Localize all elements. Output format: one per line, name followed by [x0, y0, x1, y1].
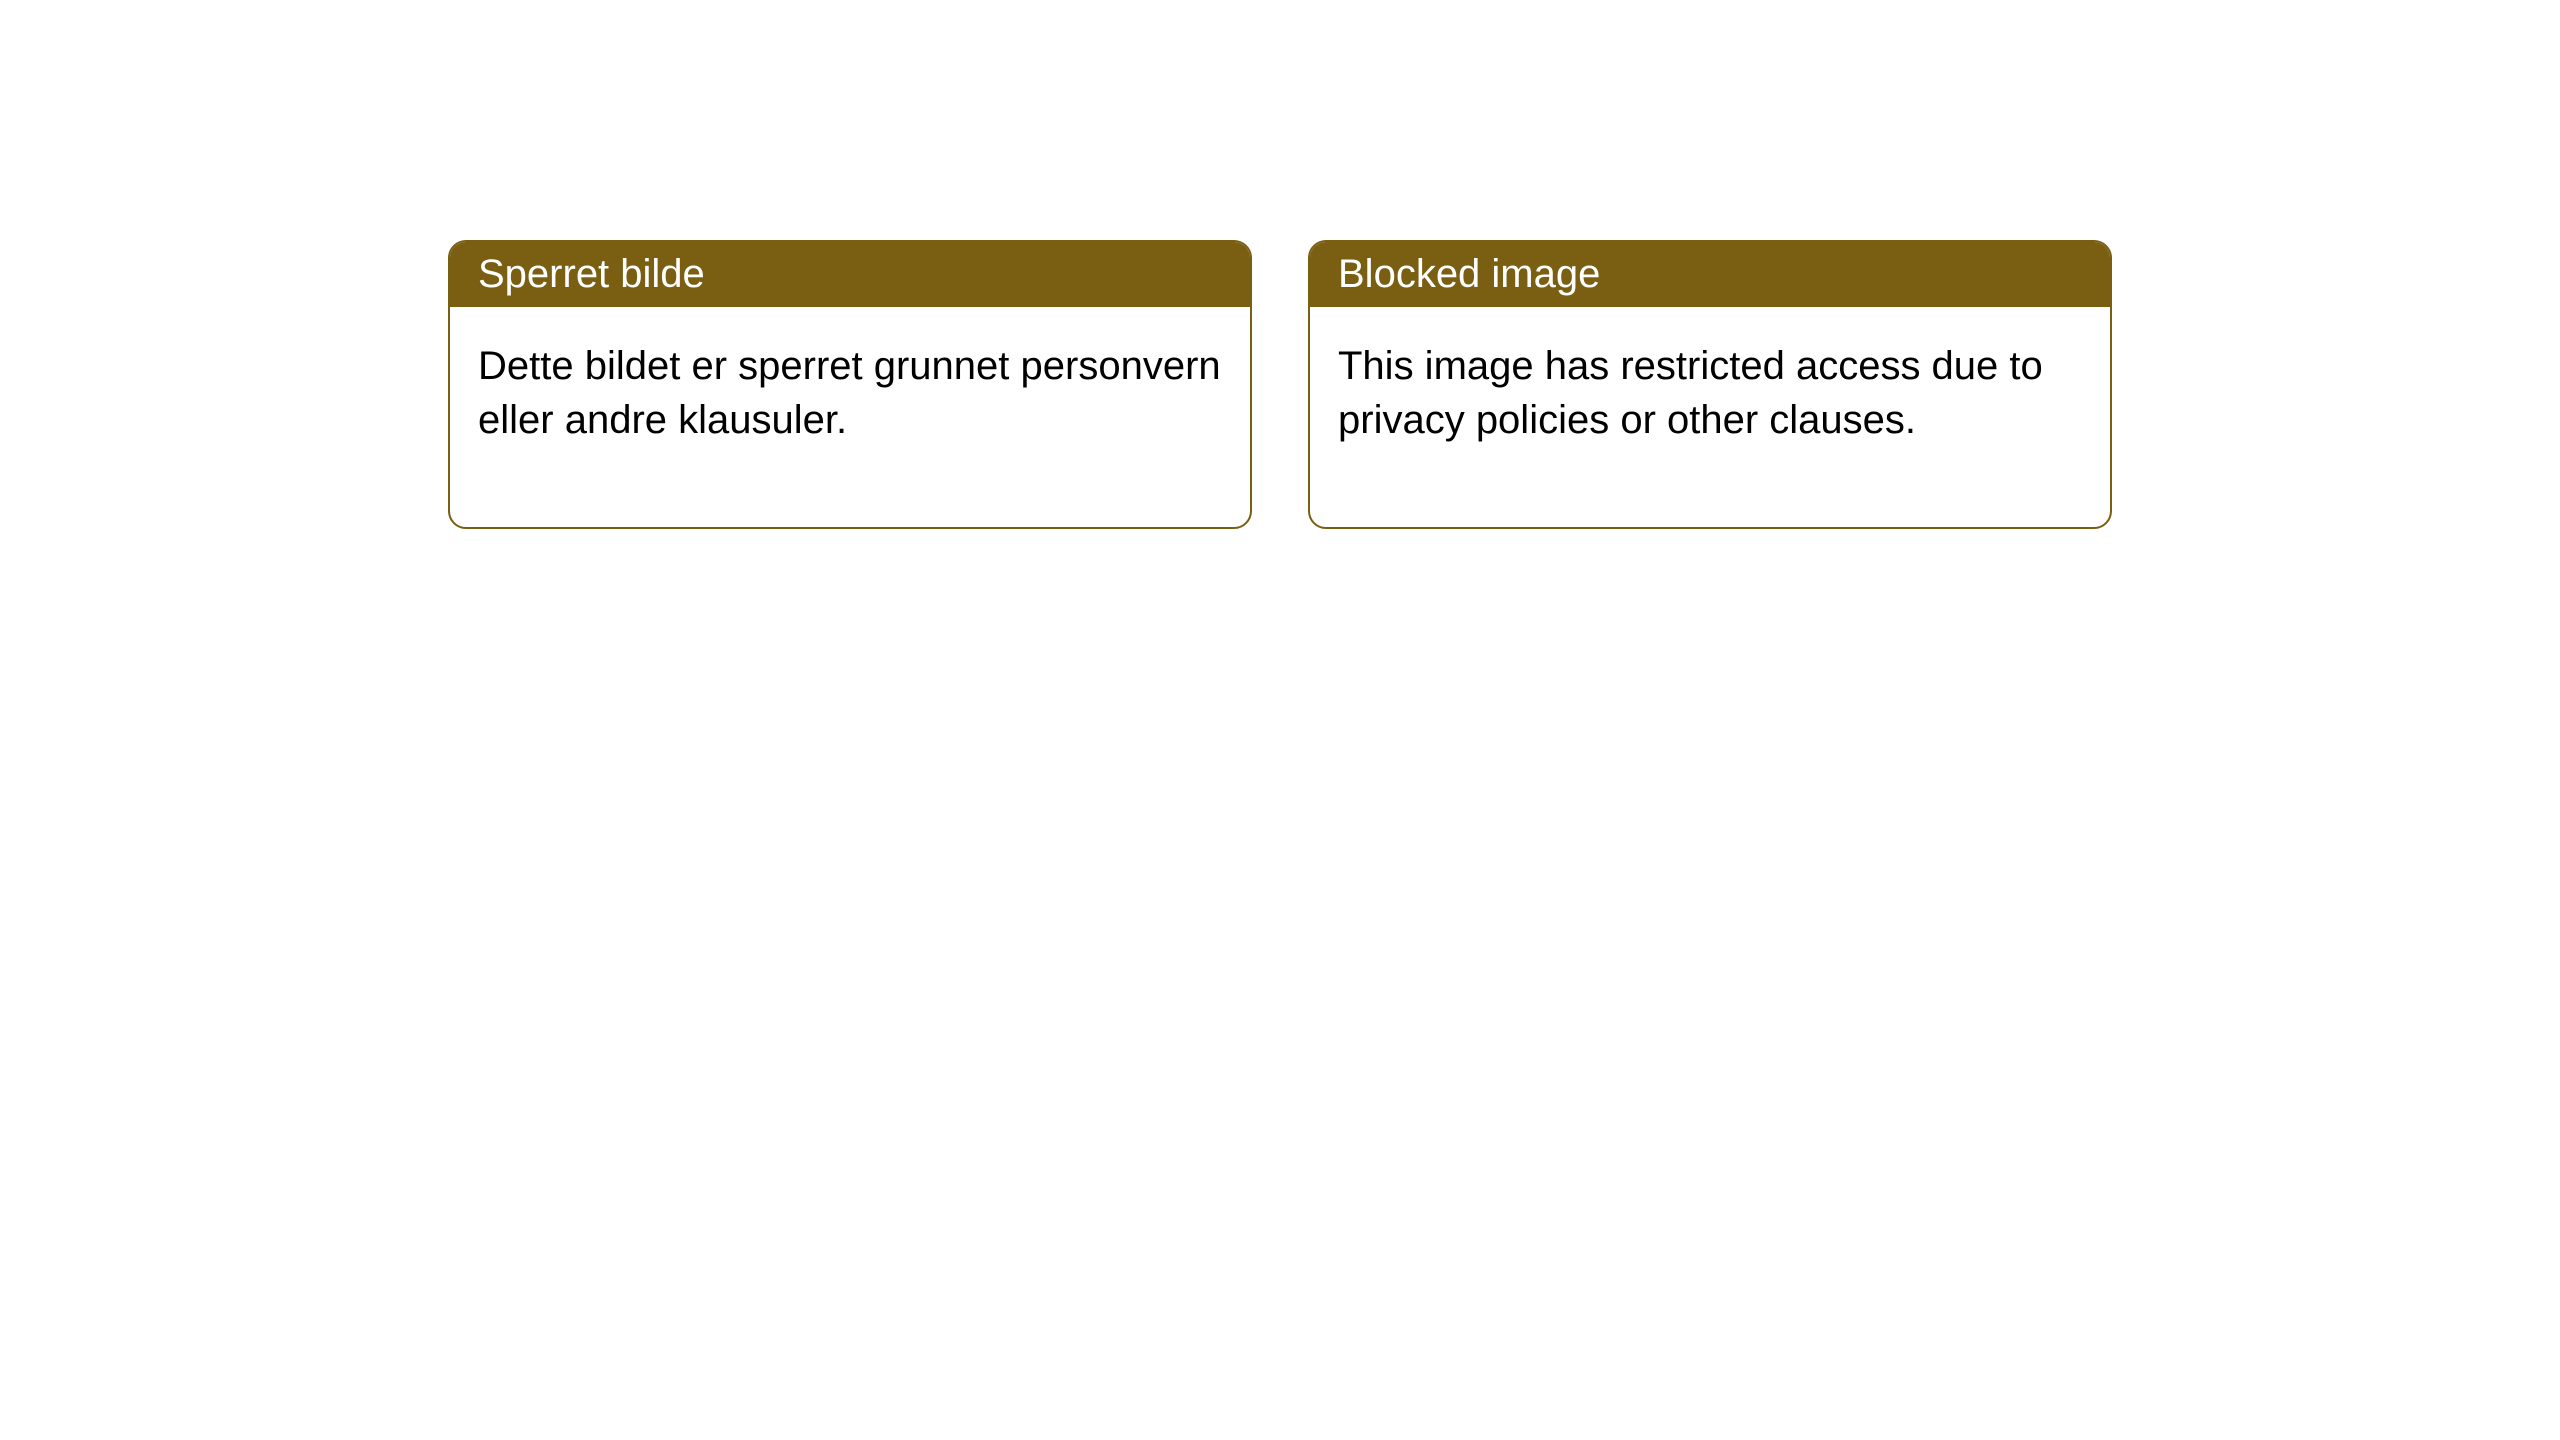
notice-card-text: This image has restricted access due to …	[1338, 344, 2043, 442]
notice-card-norwegian: Sperret bilde Dette bildet er sperret gr…	[448, 240, 1252, 529]
notice-card-body: This image has restricted access due to …	[1310, 307, 2110, 527]
notice-card-text: Dette bildet er sperret grunnet personve…	[478, 344, 1221, 442]
notice-card-english: Blocked image This image has restricted …	[1308, 240, 2112, 529]
notice-card-header: Sperret bilde	[450, 242, 1250, 307]
notice-card-header: Blocked image	[1310, 242, 2110, 307]
notice-card-title: Blocked image	[1338, 252, 1600, 296]
notice-card-body: Dette bildet er sperret grunnet personve…	[450, 307, 1250, 527]
notice-card-title: Sperret bilde	[478, 252, 705, 296]
notice-container: Sperret bilde Dette bildet er sperret gr…	[0, 0, 2560, 529]
